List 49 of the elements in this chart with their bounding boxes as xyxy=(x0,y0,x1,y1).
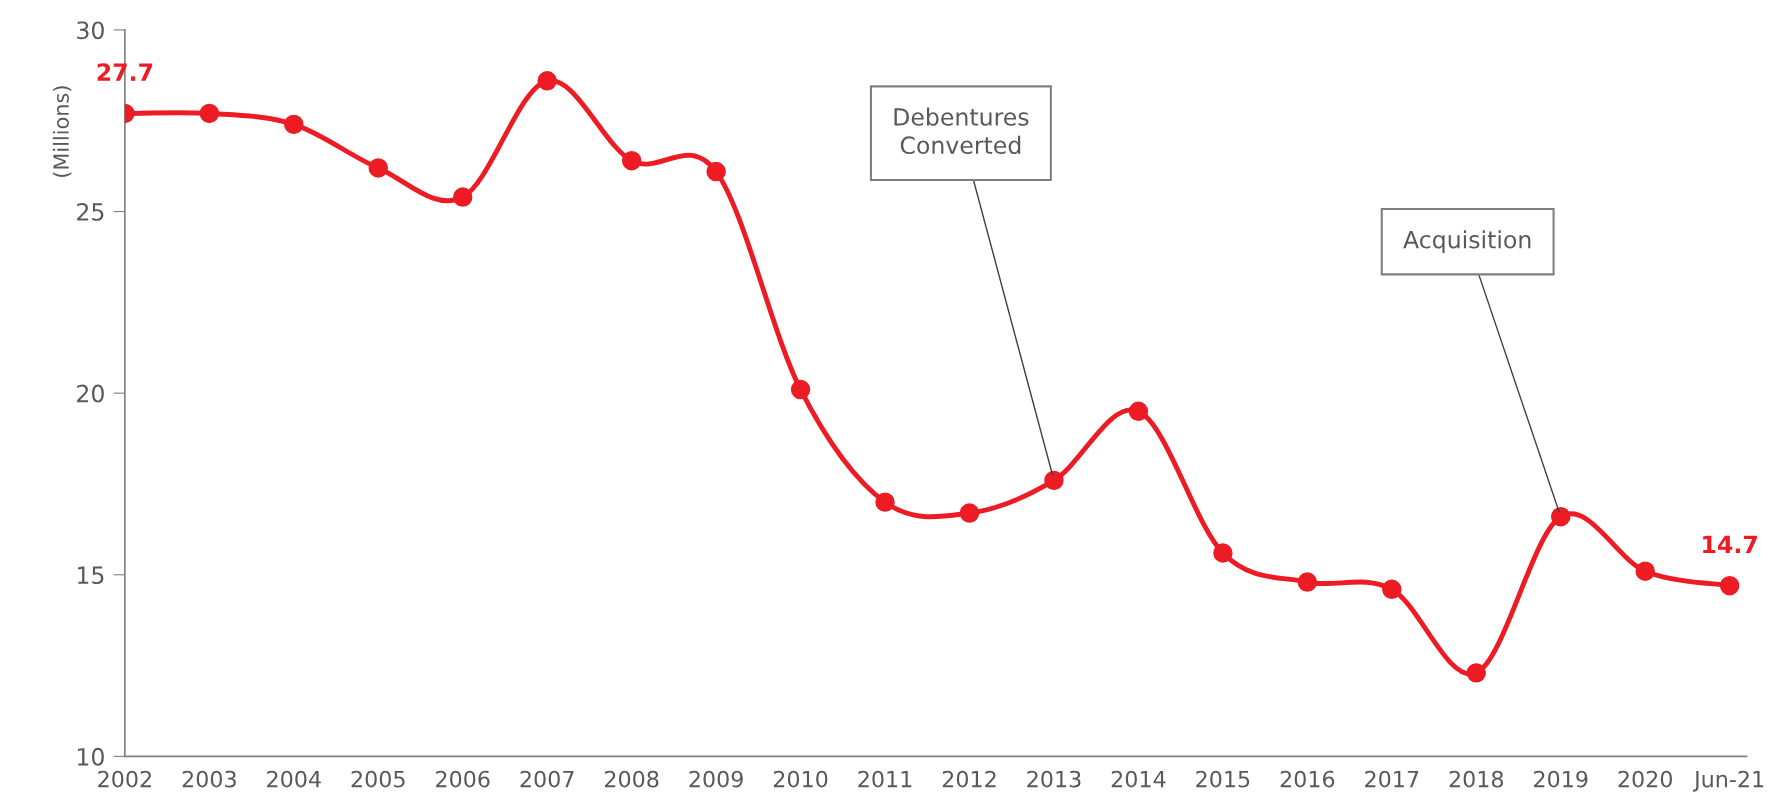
data-label: 14.7 xyxy=(1703,535,1757,553)
x-tick-label: 2018 xyxy=(1449,770,1504,788)
x-tick-label: 2010 xyxy=(773,770,828,788)
x-tick-label: 2020 xyxy=(1618,770,1672,788)
x-tick-label: 2002 xyxy=(98,770,151,788)
point xyxy=(1466,663,1486,683)
point xyxy=(537,71,557,91)
x-tick-label: 2006 xyxy=(436,770,490,788)
x-tick-label: 2012 xyxy=(942,770,996,788)
x-tick-label: 2011 xyxy=(858,770,912,788)
x-tick-label: 2003 xyxy=(182,770,236,788)
point xyxy=(959,503,980,523)
point xyxy=(1382,579,1402,600)
point xyxy=(1635,561,1655,581)
x-tick-label: 2007 xyxy=(520,770,574,788)
point xyxy=(284,114,304,135)
point xyxy=(706,161,726,182)
data-label: 27.7 xyxy=(97,63,153,81)
point xyxy=(199,103,220,124)
y-tick-label: 10 xyxy=(77,747,104,766)
point xyxy=(1550,506,1571,527)
point xyxy=(1297,572,1318,592)
y-tick-label: 25 xyxy=(77,203,104,221)
point xyxy=(790,379,811,400)
point xyxy=(1719,575,1740,596)
x-tick-label: 2017 xyxy=(1365,770,1419,788)
point xyxy=(875,492,895,512)
point xyxy=(1044,470,1064,491)
x-tick-label: Jun-21 xyxy=(1692,770,1764,792)
x-tick-label: 2013 xyxy=(1027,770,1081,788)
x-tick-label: 2019 xyxy=(1534,770,1588,788)
annotation: Acquisition xyxy=(1403,230,1531,254)
annotation: Debentures Converted xyxy=(894,107,1029,155)
x-tick-label: 2004 xyxy=(267,770,321,788)
x-tick-label: 2005 xyxy=(351,770,405,788)
x-tick-label: 2008 xyxy=(605,770,659,788)
y-tick-label: 15 xyxy=(77,566,104,585)
x-tick-label: 2015 xyxy=(1196,770,1250,788)
y-tick-label: 20 xyxy=(77,384,104,403)
x-tick-label: 2016 xyxy=(1280,770,1335,788)
x-tick-label: 2014 xyxy=(1111,770,1166,788)
point xyxy=(453,187,473,207)
point xyxy=(1213,543,1233,563)
x-tick-label: 2009 xyxy=(689,770,743,788)
y-tick-label: 30 xyxy=(77,21,104,40)
point xyxy=(621,150,642,171)
point xyxy=(368,158,388,178)
y-axis-title: (Millions) xyxy=(52,86,72,177)
point xyxy=(1128,401,1149,422)
